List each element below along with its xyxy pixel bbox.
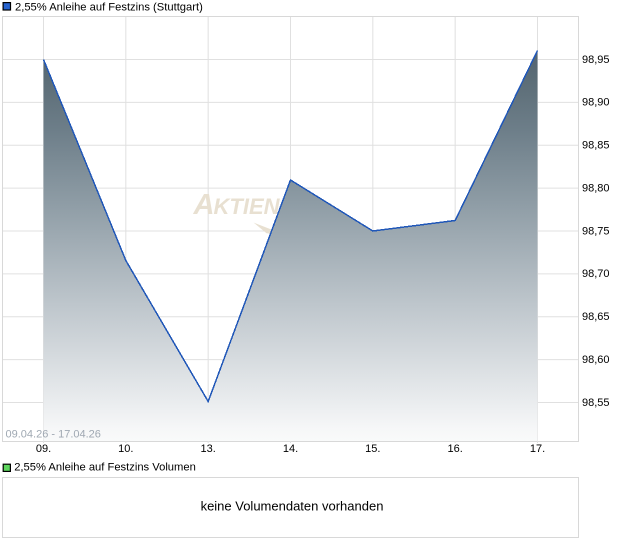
svg-text:09.: 09. <box>36 443 51 455</box>
svg-text:09.04.26 - 17.04.26: 09.04.26 - 17.04.26 <box>6 429 101 441</box>
svg-text:10.: 10. <box>118 443 133 455</box>
svg-text:A: A <box>193 189 215 221</box>
svg-text:98,80: 98,80 <box>582 182 610 194</box>
svg-text:13.: 13. <box>201 443 216 455</box>
svg-text:2,55% Anleihe auf Festzins Vol: 2,55% Anleihe auf Festzins Volumen <box>14 462 196 474</box>
svg-text:keine Volumendaten vorhanden: keine Volumendaten vorhanden <box>201 499 384 514</box>
svg-text:KTIEN: KTIEN <box>214 194 281 219</box>
svg-text:98,55: 98,55 <box>582 397 610 409</box>
svg-text:2,55% Anleihe auf Festzins (St: 2,55% Anleihe auf Festzins (Stuttgart) <box>15 1 203 13</box>
svg-text:14.: 14. <box>283 443 298 455</box>
svg-text:98,65: 98,65 <box>582 311 610 323</box>
svg-text:16.: 16. <box>448 443 463 455</box>
svg-text:98,95: 98,95 <box>582 54 610 66</box>
svg-text:98,90: 98,90 <box>582 97 610 109</box>
svg-text:98,60: 98,60 <box>582 354 610 366</box>
svg-text:98,85: 98,85 <box>582 140 610 152</box>
svg-text:98,70: 98,70 <box>582 268 610 280</box>
svg-text:98,75: 98,75 <box>582 225 610 237</box>
svg-text:17.: 17. <box>530 443 545 455</box>
svg-text:15.: 15. <box>365 443 380 455</box>
